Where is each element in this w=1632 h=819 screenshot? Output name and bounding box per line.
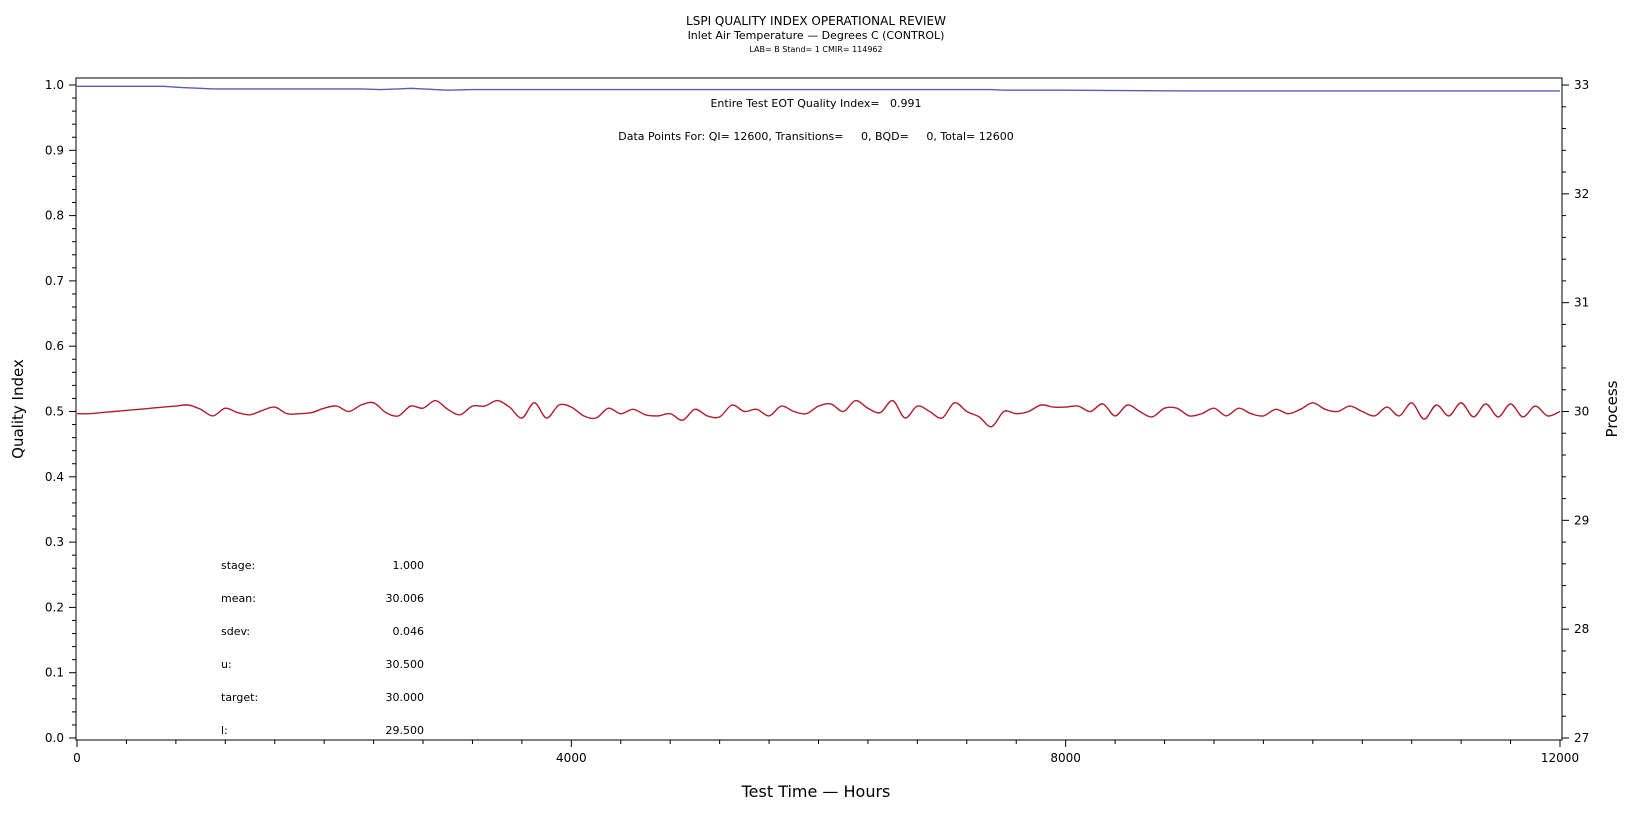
stat-label: l: xyxy=(221,724,228,737)
stat-value: 30.500 xyxy=(386,658,425,671)
series-layer xyxy=(76,85,1561,428)
y-left-tick-label: 0.2 xyxy=(45,600,64,614)
y-axis-left-label: Quality Index xyxy=(9,359,27,459)
process-line xyxy=(76,399,1561,428)
y-axis-right: 27 28 29 30 31 32 33 xyxy=(1562,78,1589,745)
plot-frame xyxy=(75,77,1563,741)
stat-value: 30.006 xyxy=(386,592,425,605)
chart-subtitle: Inlet Air Temperature — Degrees C (CONTR… xyxy=(688,29,945,42)
y-right-tick-label: 28 xyxy=(1574,622,1589,636)
y-left-tick-label: 0.8 xyxy=(45,209,64,223)
chart-subtitle-2: LAB= B Stand= 1 CMIR= 114962 xyxy=(749,45,882,54)
chart-title: LSPI QUALITY INDEX OPERATIONAL REVIEW xyxy=(686,14,946,28)
x-axis-label: Test Time — Hours xyxy=(741,782,891,801)
y-axis-left: 0.0 0.1 0.2 0.3 0.4 0.5 0.6 0.7 0.8 0.9 1.0 xyxy=(45,78,76,745)
stat-label: stage: xyxy=(221,559,255,572)
quality-index-line xyxy=(77,85,1560,92)
stat-label: sdev: xyxy=(221,625,250,638)
y-axis-right-label: Process xyxy=(1603,380,1621,437)
y-left-tick-label: 1.0 xyxy=(45,78,64,92)
stat-value: 1.000 xyxy=(393,559,425,572)
x-tick-label: 4000 xyxy=(556,751,587,765)
y-left-tick-label: 0.3 xyxy=(45,535,64,549)
stat-label: target: xyxy=(221,691,258,704)
stat-value: 30.000 xyxy=(386,691,425,704)
y-right-tick-label: 30 xyxy=(1574,405,1589,419)
stat-label: mean: xyxy=(221,592,256,605)
y-left-tick-label: 0.5 xyxy=(45,405,64,419)
stat-value: 29.500 xyxy=(386,724,425,737)
x-tick-label: 8000 xyxy=(1050,751,1081,765)
y-right-tick-label: 33 xyxy=(1574,78,1589,92)
y-left-tick-label: 0.1 xyxy=(45,666,64,680)
stats-table: stage: 1.000 mean: 30.006 sdev: 0.046 u: 30.500… xyxy=(221,559,424,737)
y-left-tick-label: 0.7 xyxy=(45,274,64,288)
stat-label: u: xyxy=(221,658,232,671)
y-right-tick-label: 27 xyxy=(1574,731,1589,745)
data-points-annotation: Data Points For: QI= 12600, Transitions=… xyxy=(618,130,1013,143)
y-left-tick-label: 0.6 xyxy=(45,339,64,353)
y-right-tick-label: 29 xyxy=(1574,513,1589,527)
x-tick-label: 12000 xyxy=(1541,751,1579,765)
y-left-tick-label: 0.0 xyxy=(45,731,64,745)
y-left-tick-label: 0.9 xyxy=(45,143,64,157)
quality-index-annotation: Entire Test EOT Quality Index= 0.991 xyxy=(710,97,921,110)
x-axis: 0 4000 8000 12000 xyxy=(73,740,1579,765)
stat-value: 0.046 xyxy=(393,625,425,638)
x-tick-label: 0 xyxy=(73,751,81,765)
y-right-tick-label: 32 xyxy=(1574,187,1589,201)
y-right-tick-label: 31 xyxy=(1574,296,1589,310)
y-left-tick-label: 0.4 xyxy=(45,470,64,484)
